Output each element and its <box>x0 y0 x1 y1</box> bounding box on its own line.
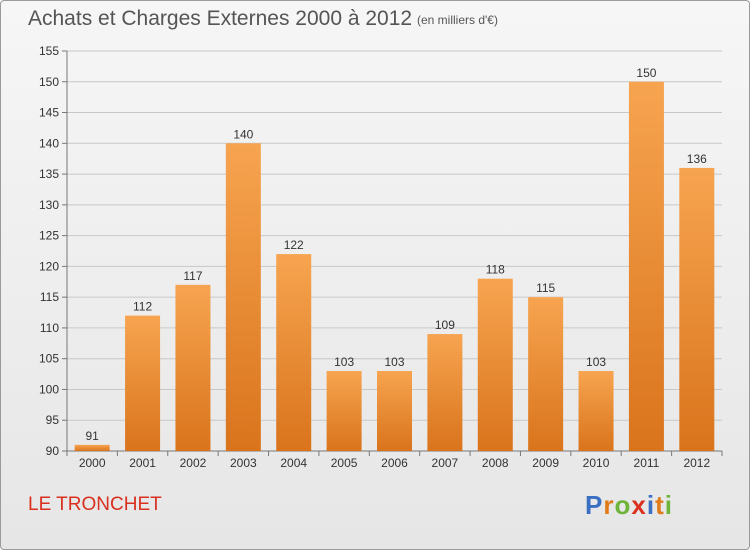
data-label: 140 <box>233 127 253 141</box>
y-tick-label: 155 <box>39 44 59 58</box>
x-tick-label: 2005 <box>331 456 358 470</box>
logo-letter: i <box>646 490 656 520</box>
x-tick-label: 2001 <box>129 456 156 470</box>
x-tick-label: 2003 <box>230 456 257 470</box>
data-label: 118 <box>486 263 505 277</box>
logo-letter: i <box>664 490 673 520</box>
data-label: 150 <box>636 66 656 80</box>
y-tick-label: 140 <box>39 136 59 150</box>
y-tick-label: 135 <box>39 167 59 181</box>
bar <box>528 297 564 451</box>
bar-layer <box>74 81 715 452</box>
x-tick-label: 2008 <box>482 456 509 470</box>
bar <box>377 371 412 451</box>
x-tick-label: 2012 <box>683 456 710 470</box>
x-tick-label: 2007 <box>432 456 459 470</box>
bar <box>326 371 362 451</box>
data-label: 115 <box>536 281 555 295</box>
logo-letter: r <box>603 490 615 520</box>
data-label: 136 <box>687 152 707 166</box>
y-tick-label: 115 <box>40 290 59 304</box>
bar <box>175 284 211 451</box>
data-label: 122 <box>284 238 304 252</box>
y-tick-label: 100 <box>39 382 59 396</box>
logo-letter: t <box>655 490 665 520</box>
y-tick-label: 90 <box>46 444 60 458</box>
y-tick-label: 130 <box>39 198 59 212</box>
chart-title: Achats et Charges Externes 2000 à 2012 <box>28 7 413 30</box>
label-layer: 91 2000 112 2001 117 2002 140 2003 122 2004 103 200… <box>79 66 711 470</box>
logo-letter: o <box>614 490 632 520</box>
data-label: 117 <box>183 269 202 283</box>
y-tick-label: 105 <box>39 352 59 366</box>
proxiti-logo: Proxiti <box>585 490 673 521</box>
data-label: 112 <box>133 300 152 314</box>
data-label: 103 <box>384 355 404 369</box>
x-tick-label: 2010 <box>583 456 610 470</box>
bar <box>427 334 463 451</box>
data-label: 91 <box>86 429 100 443</box>
y-tick-label: 120 <box>39 259 59 273</box>
bar <box>225 143 261 452</box>
data-label: 109 <box>435 318 455 332</box>
chart-subtitle: (en milliers d'€) <box>417 13 498 27</box>
y-tick-label: 95 <box>46 413 60 427</box>
y-tick-label: 145 <box>39 106 59 120</box>
x-tick-label: 2009 <box>532 456 559 470</box>
data-label: 103 <box>334 355 354 369</box>
y-tick-label: 125 <box>39 229 59 243</box>
x-tick-label: 2000 <box>79 456 106 470</box>
bar <box>74 444 110 451</box>
logo-letter: P <box>585 490 604 520</box>
bar <box>477 278 513 451</box>
y-tick-label: 110 <box>40 321 59 335</box>
x-tick-label: 2004 <box>280 456 307 470</box>
bar <box>578 371 614 451</box>
y-tick-label: 150 <box>39 75 59 89</box>
bar <box>628 81 664 452</box>
logo-letter: x <box>631 490 647 520</box>
x-tick-label: 2002 <box>180 456 207 470</box>
x-tick-label: 2011 <box>634 456 660 470</box>
bar <box>276 254 312 451</box>
commune-name: LE TRONCHET <box>28 494 162 515</box>
data-label: 103 <box>586 355 606 369</box>
x-tick-label: 2006 <box>381 456 408 470</box>
bar <box>679 167 715 451</box>
bar <box>125 315 161 451</box>
